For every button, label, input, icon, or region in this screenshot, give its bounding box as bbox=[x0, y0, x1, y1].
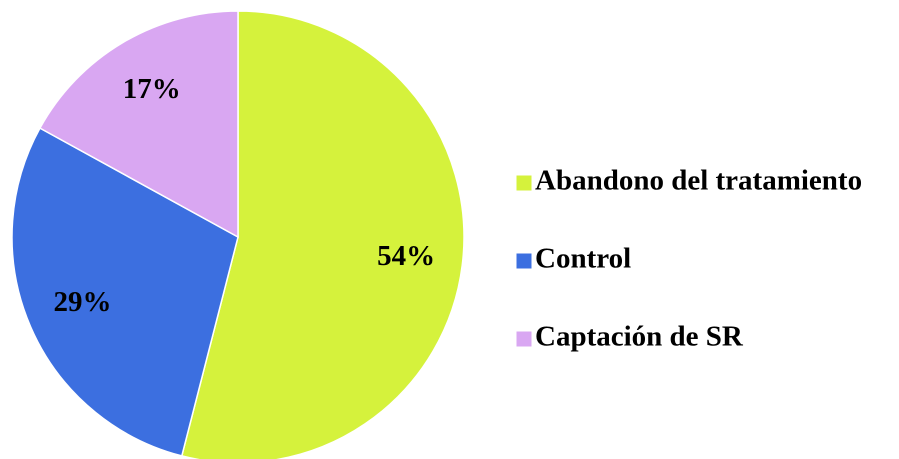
legend-label: Abandono del tratamiento bbox=[535, 165, 862, 197]
legend-swatch bbox=[515, 252, 533, 270]
pie-slice bbox=[11, 127, 239, 457]
pie-slice bbox=[180, 10, 465, 459]
pie-slice bbox=[38, 10, 239, 239]
legend-swatch bbox=[515, 330, 533, 348]
legend-swatch bbox=[515, 174, 533, 192]
data-label: 29% bbox=[53, 286, 111, 318]
legend-label: Captación de SR bbox=[535, 321, 744, 353]
data-label: 54% bbox=[377, 240, 435, 272]
data-label: 17% bbox=[123, 73, 181, 105]
legend-label: Control bbox=[535, 243, 631, 275]
